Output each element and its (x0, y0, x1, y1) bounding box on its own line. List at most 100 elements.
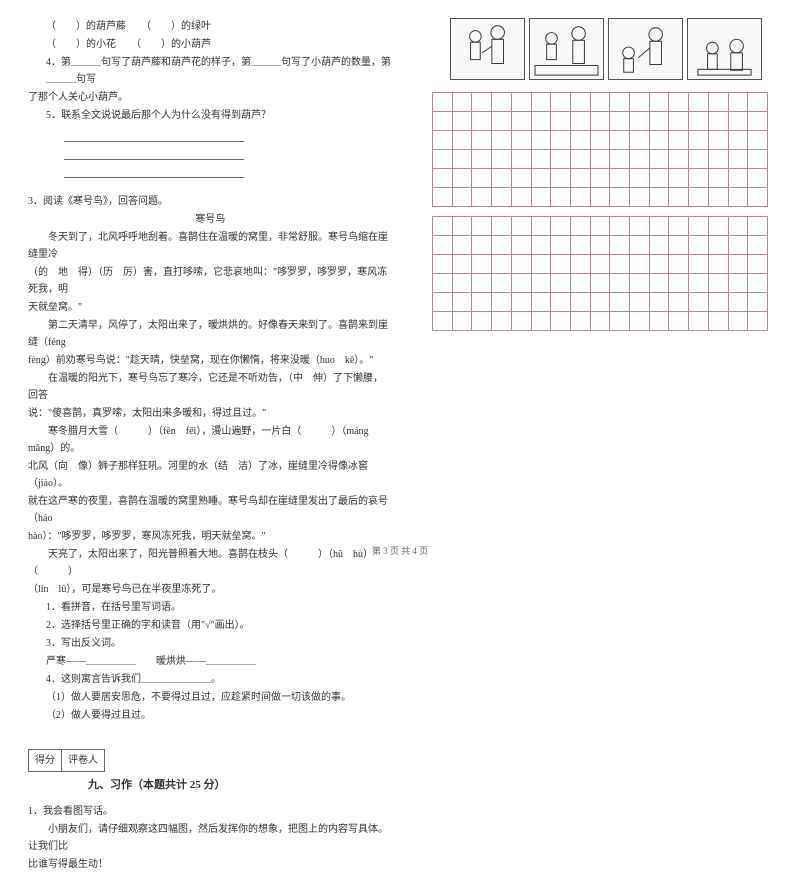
grid-cell (432, 311, 453, 331)
grid-cell (688, 92, 709, 112)
grid-cell (432, 149, 453, 169)
writing-grid-2 (432, 216, 767, 330)
writing-grid-1 (432, 92, 767, 206)
grid-cell (432, 273, 453, 293)
grid-cell (708, 273, 729, 293)
grid-cell (728, 187, 749, 207)
grid-cell (511, 292, 532, 312)
p6: 在温暖的阳光下，寒号鸟忘了寒冷，它还是不听劝告，（中 伸）了下懒腰，回答 (28, 370, 392, 404)
grid-cell (708, 292, 729, 312)
p9: 北风（向 像）狮子那样狂吼。河里的水（结 洁）了冰，崖缝里冷得像冰窖（jiào）… (28, 458, 392, 492)
grid-cell (590, 292, 611, 312)
grid-cell (590, 254, 611, 274)
grid-cell (452, 292, 473, 312)
grid-cell (708, 311, 729, 331)
grid-cell (649, 311, 670, 331)
grid-cell (609, 130, 630, 150)
grid-cell (452, 92, 473, 112)
comic-panel-4 (687, 18, 762, 80)
grid-cell (590, 273, 611, 293)
grid-cell (629, 92, 650, 112)
grid-cell (432, 92, 453, 112)
grid-cell (649, 292, 670, 312)
grid-cell (747, 149, 768, 169)
grid-cell (471, 254, 492, 274)
grid-cell (570, 92, 591, 112)
grid-cell (570, 149, 591, 169)
grid-cell (531, 273, 552, 293)
w1: 1．我会看图写话。 (28, 803, 392, 820)
grid-cell (471, 187, 492, 207)
grid-cell (590, 92, 611, 112)
grid-cell (531, 235, 552, 255)
answer-line-2 (64, 148, 244, 160)
grid-cell (688, 149, 709, 169)
grid-cell (452, 187, 473, 207)
score-box: 得分 评卷人 (28, 749, 105, 772)
grid-cell (452, 235, 473, 255)
grid-cell (609, 311, 630, 331)
grid-cell (590, 187, 611, 207)
grid-cell (747, 111, 768, 131)
grid-cell (668, 292, 689, 312)
grid-cell (570, 254, 591, 274)
right-column (422, 18, 772, 874)
comic-panel-1 (450, 18, 525, 80)
grid-cell (668, 273, 689, 293)
grid-cell (688, 273, 709, 293)
grid-cell (609, 149, 630, 169)
grid-cell (491, 168, 512, 188)
grid-cell (629, 235, 650, 255)
grid-cell (708, 216, 729, 236)
grid-cell (531, 187, 552, 207)
grid-cell (747, 168, 768, 188)
grid-cell (688, 130, 709, 150)
grid-cell (668, 168, 689, 188)
grid-cell (609, 273, 630, 293)
grid-cell (728, 273, 749, 293)
grid-cell (550, 130, 571, 150)
grid-cell (432, 292, 453, 312)
grid-cell (550, 111, 571, 131)
sub4b: （2）做人要得过且过。 (28, 707, 392, 724)
grid-cell (668, 235, 689, 255)
grid-cell (590, 168, 611, 188)
grid-cell (471, 149, 492, 169)
grid-cell (432, 235, 453, 255)
grid-cell (649, 216, 670, 236)
grid-cell (471, 311, 492, 331)
grid-cell (649, 149, 670, 169)
grid-cell (609, 254, 630, 274)
p11: hào）："哆罗罗，哆罗罗，寒风冻死我，明天就垒窝。" (28, 528, 392, 545)
grid-cell (471, 216, 492, 236)
grid-cell (511, 130, 532, 150)
grid-cell (688, 216, 709, 236)
grid-cell (432, 254, 453, 274)
grid-cell (590, 149, 611, 169)
grid-cell (649, 130, 670, 150)
grid-cell (728, 254, 749, 274)
q4-line-2: 了那个人关心小葫芦。 (28, 89, 392, 106)
grid-cell (629, 111, 650, 131)
grid-cell (511, 235, 532, 255)
grid-cell (708, 187, 729, 207)
grid-cell (609, 168, 630, 188)
w2: 小朋友们，请仔细观察这四幅图，然后发挥你的想象，把图上的内容写具体。让我们比 (28, 821, 392, 855)
grid-cell (708, 130, 729, 150)
grid-cell (491, 92, 512, 112)
grid-cell (570, 130, 591, 150)
grid-cell (452, 130, 473, 150)
grid-cell (649, 111, 670, 131)
grid-cell (688, 292, 709, 312)
grid-cell (432, 216, 453, 236)
page-footer: 第 3 页 共 4 页 (0, 544, 800, 557)
sub4: 4．这则寓言告诉我们＿＿＿＿＿＿＿。 (28, 671, 392, 688)
grid-cell (629, 254, 650, 274)
p8: 寒冬腊月大雪（ ）（fēn fēi），漫山遍野，一片白（ ）（máng mǎng… (28, 423, 392, 457)
grid-cell (629, 292, 650, 312)
grid-cell (668, 130, 689, 150)
grid-cell (668, 92, 689, 112)
grid-cell (432, 130, 453, 150)
q3-title: 3．阅读《寒号鸟》，回答问题。 (28, 193, 392, 210)
grid-cell (649, 168, 670, 188)
